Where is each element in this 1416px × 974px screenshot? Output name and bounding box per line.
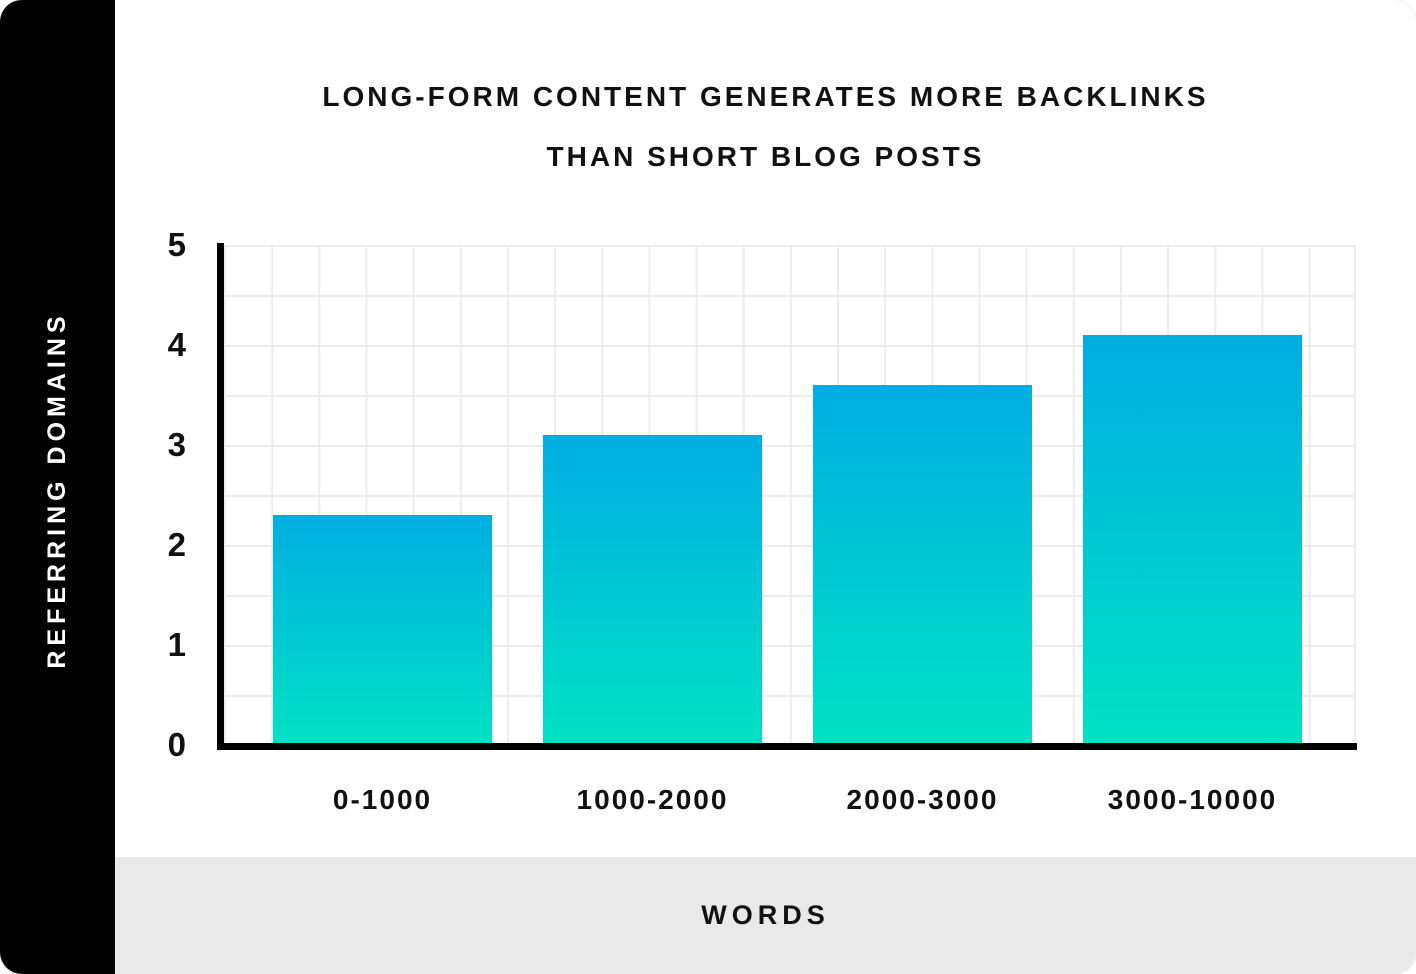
y-tick-2: 2 xyxy=(167,526,187,563)
x-tick-labels: 0-1000 1000-2000 2000-3000 3000-10000 xyxy=(224,778,1356,822)
y-axis-label-band: REFERRING DOMAINS xyxy=(0,0,115,974)
bar-2000-3000 xyxy=(813,385,1032,745)
y-tick-1: 1 xyxy=(167,626,187,663)
y-tick-4: 4 xyxy=(167,326,187,363)
y-axis-title: REFERRING DOMAINS xyxy=(43,311,71,669)
x-axis-title: WORDS xyxy=(701,900,830,930)
chart-title-line-2: THAN SHORT BLOG POSTS xyxy=(546,141,985,172)
x-axis-label-band: WORDS xyxy=(115,857,1416,974)
y-tick-5: 5 xyxy=(167,226,187,263)
chart-title-line-1: LONG-FORM CONTENT GENERATES MORE BACKLIN… xyxy=(322,81,1209,112)
x-tick-2000-3000: 2000-3000 xyxy=(846,784,999,815)
bar-0-1000 xyxy=(273,515,492,745)
bar-1000-2000 xyxy=(543,435,762,745)
plot-area xyxy=(224,245,1356,745)
y-tick-3: 3 xyxy=(167,426,187,463)
chart-title: LONG-FORM CONTENT GENERATES MORE BACKLIN… xyxy=(115,80,1416,173)
y-axis-line xyxy=(217,243,224,750)
bar-3000-10000 xyxy=(1083,335,1302,745)
x-tick-1000-2000: 1000-2000 xyxy=(576,784,729,815)
x-tick-0-1000: 0-1000 xyxy=(332,784,433,815)
y-tick-labels: 5 4 3 2 1 0 xyxy=(115,226,187,763)
x-tick-3000-10000: 3000-10000 xyxy=(1107,784,1278,815)
x-axis-line xyxy=(217,743,1357,750)
y-tick-0: 0 xyxy=(167,726,187,763)
